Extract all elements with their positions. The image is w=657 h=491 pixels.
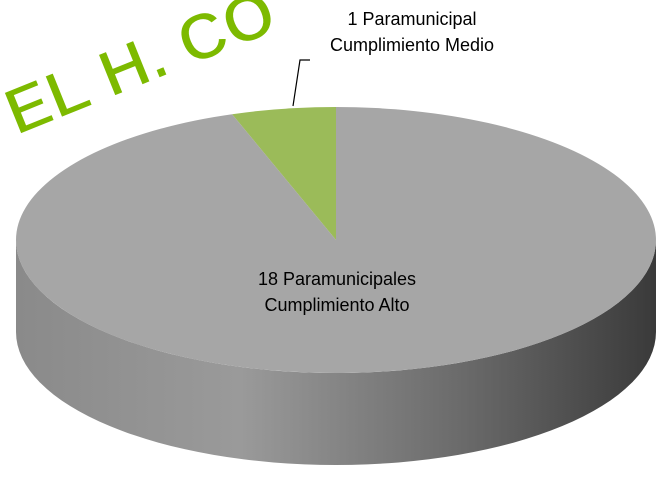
pie-side xyxy=(16,240,656,465)
pie-slice xyxy=(16,107,657,373)
slices xyxy=(16,107,657,373)
data-label: 1 Paramunicipal xyxy=(347,9,476,29)
category-label: Cumplimiento Alto xyxy=(264,295,409,315)
data-label: 18 Paramunicipales xyxy=(258,269,416,289)
leader-line xyxy=(292,59,310,107)
pie-slice xyxy=(232,107,336,240)
category-label: Cumplimiento Medio xyxy=(330,35,494,55)
